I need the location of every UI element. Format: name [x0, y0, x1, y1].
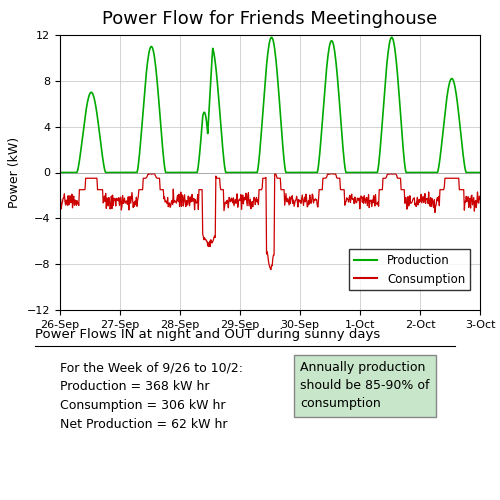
- Line: Consumption: Consumption: [60, 174, 480, 270]
- Legend: Production, Consumption: Production, Consumption: [349, 249, 470, 290]
- Production: [57, 170, 63, 175]
- Production: [477, 170, 483, 175]
- Consumption: [330, 170, 336, 176]
- Production: [412, 170, 418, 175]
- Title: Power Flow for Friends Meetinghouse: Power Flow for Friends Meetinghouse: [102, 10, 438, 28]
- Production: [438, 146, 444, 152]
- Production: [69, 170, 75, 175]
- Production: [194, 170, 200, 175]
- Text: Annually production
should be 85-90% of
consumption: Annually production should be 85-90% of …: [300, 361, 430, 410]
- Line: Production: Production: [60, 38, 480, 172]
- Consumption: [69, 191, 75, 197]
- Production: [268, 34, 274, 40]
- Consumption: [439, 186, 445, 192]
- Production: [169, 170, 175, 175]
- Consumption: [125, 194, 131, 200]
- Consumption: [412, 202, 418, 208]
- Production: [125, 170, 131, 175]
- Text: For the Week of 9/26 to 10/2:
Production = 368 kW hr
Consumption = 306 kW hr
Net: For the Week of 9/26 to 10/2: Production…: [60, 361, 243, 431]
- Consumption: [268, 266, 274, 272]
- Text: Power Flows IN at night and OUT during sunny days: Power Flows IN at night and OUT during s…: [35, 328, 381, 341]
- Consumption: [194, 198, 200, 204]
- Consumption: [169, 198, 175, 203]
- Consumption: [477, 196, 483, 202]
- Y-axis label: Power (kW): Power (kW): [8, 137, 21, 208]
- Consumption: [57, 200, 63, 205]
